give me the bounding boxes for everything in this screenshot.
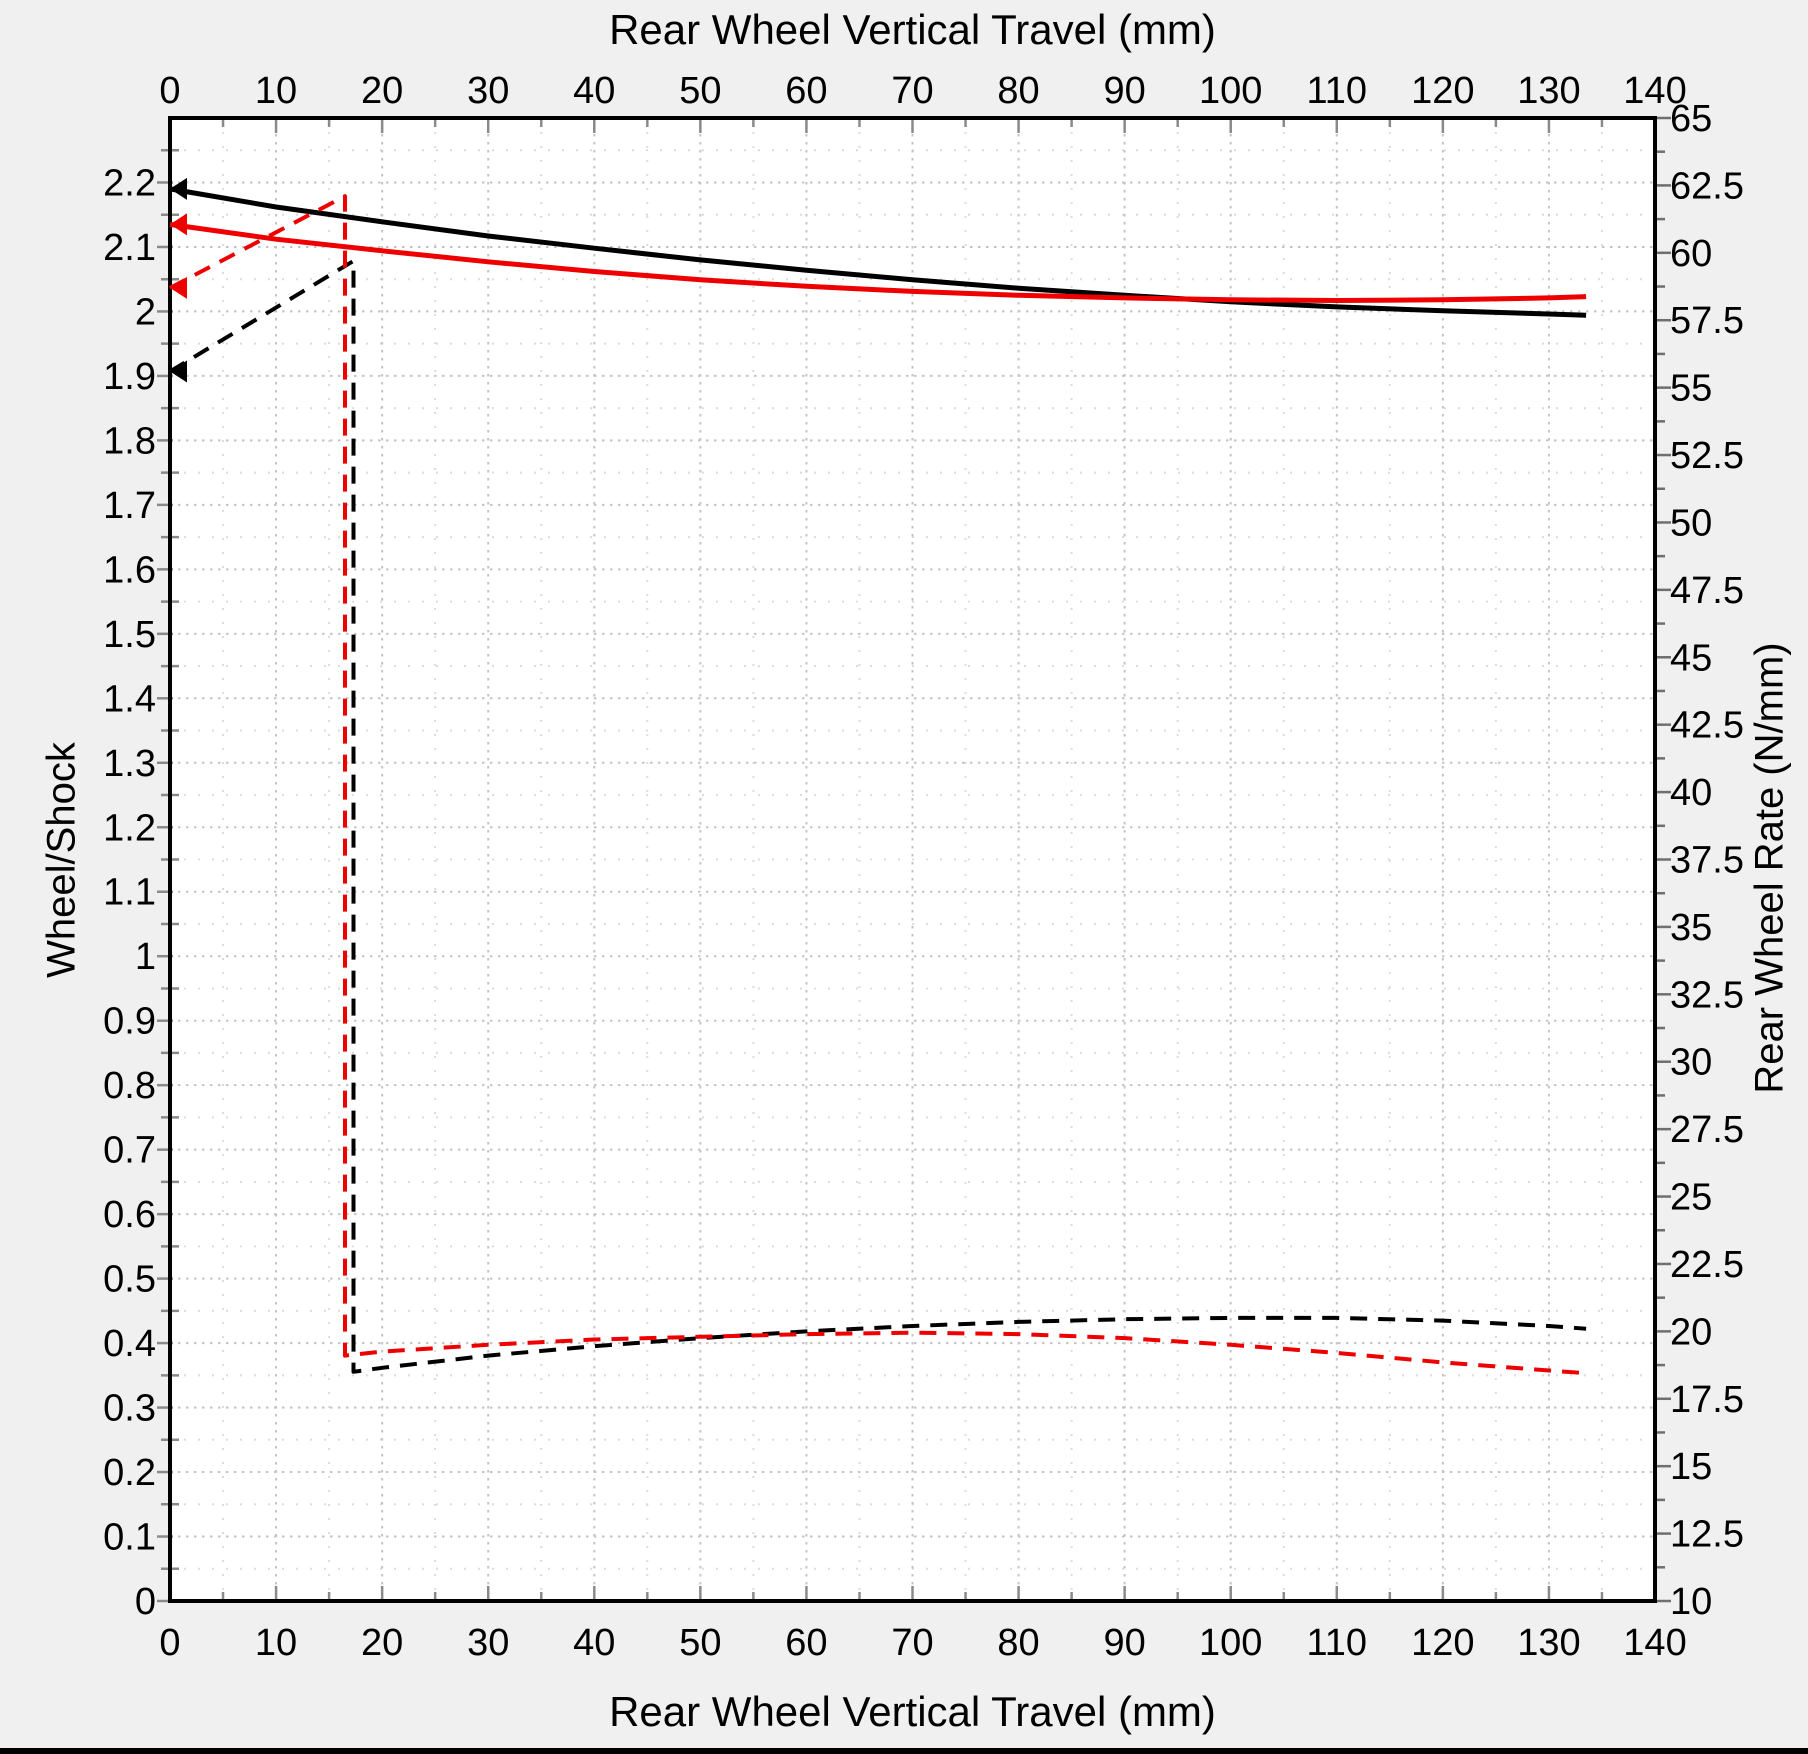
series-wheel-rate-black-dashed — [168, 258, 1587, 1374]
left-axis-tick-label: 1 — [135, 936, 156, 978]
left-axis-tick-label: 1.9 — [103, 356, 156, 398]
right-axis-tick-label: 32.5 — [1670, 974, 1744, 1016]
top-axis-tick-label: 40 — [573, 70, 615, 112]
top-axis-tick-label: 0 — [159, 70, 180, 112]
left-axis-tick-label: 1.2 — [103, 807, 156, 849]
left-axis-tick-label: 0.4 — [103, 1323, 156, 1365]
bottom-axis-tick-label: 30 — [467, 1622, 509, 1664]
top-axis-tick-label: 10 — [255, 70, 297, 112]
bottom-axis-tick-label: 0 — [159, 1622, 180, 1664]
left-axis-tick-label: 0.1 — [103, 1517, 156, 1559]
top-axis-tick-label: 90 — [1104, 70, 1146, 112]
bottom-axis-tick-label: 10 — [255, 1622, 297, 1664]
axis-border — [168, 116, 1657, 1603]
right-axis-tick-label: 52.5 — [1670, 435, 1744, 477]
left-axis-tick-label: 0.7 — [103, 1130, 156, 1172]
right-axis-tick-label: 15 — [1670, 1446, 1712, 1488]
left-axis-tick-label: 0.9 — [103, 1001, 156, 1043]
bottom-axis-tick-label: 50 — [679, 1622, 721, 1664]
right-axis-tick-label: 30 — [1670, 1042, 1712, 1084]
left-axis-tick-label: 0.8 — [103, 1065, 156, 1107]
right-axis-tick-label: 22.5 — [1670, 1244, 1744, 1286]
right-axis-tick-label: 12.5 — [1670, 1514, 1744, 1556]
right-axis-tick-label: 10 — [1670, 1581, 1712, 1623]
left-axis-tick-label: 2.2 — [103, 162, 156, 204]
left-axis-tick-label: 1.5 — [103, 614, 156, 656]
series-start-marker-wheel-rate-red-dashed — [170, 276, 187, 299]
right-axis-tick-label: 45 — [1670, 637, 1712, 679]
top-axis-tick-label: 100 — [1199, 70, 1262, 112]
top-axis-tick-label: 130 — [1517, 70, 1580, 112]
right-axis-tick-label: 55 — [1670, 368, 1712, 410]
bottom-axis-title: Rear Wheel Vertical Travel (mm) — [609, 1688, 1216, 1735]
right-axis-tick-label: 27.5 — [1670, 1109, 1744, 1151]
right-axis-tick-label: 65 — [1670, 98, 1712, 140]
right-axis-tick-label: 57.5 — [1670, 300, 1744, 342]
left-axis-tick-label: 0.3 — [103, 1388, 156, 1430]
bottom-axis-tick-label: 20 — [361, 1622, 403, 1664]
left-axis-tick-label: 1.3 — [103, 743, 156, 785]
series-wheel-rate-red-dashed — [169, 194, 1587, 1376]
left-axis-tick-label: 1.4 — [103, 678, 156, 720]
left-axis-tick-label: 1.1 — [103, 872, 156, 914]
right-axis-tick-label: 60 — [1670, 233, 1712, 275]
right-axis-tick-label: 37.5 — [1670, 840, 1744, 882]
right-axis-tick-label: 50 — [1670, 502, 1712, 544]
bottom-axis-tick-label: 80 — [997, 1622, 1039, 1664]
left-axis-tick-label: 0.6 — [103, 1194, 156, 1236]
bottom-axis-tick-label: 140 — [1623, 1622, 1686, 1664]
left-axis-tick-label: 0.5 — [103, 1259, 156, 1301]
left-axis-tick-label: 0 — [135, 1581, 156, 1623]
right-axis-tick-label: 40 — [1670, 772, 1712, 814]
right-axis-tick-label: 25 — [1670, 1177, 1712, 1219]
right-axis-tick-label: 35 — [1670, 907, 1712, 949]
left-axis-tick-label: 2 — [135, 291, 156, 333]
bottom-axis-tick-label: 130 — [1517, 1622, 1580, 1664]
right-axis-tick-label: 20 — [1670, 1311, 1712, 1353]
right-axis-tick-label: 17.5 — [1670, 1379, 1744, 1421]
bottom-axis-tick-label: 70 — [891, 1622, 933, 1664]
left-axis-tick-label: 1.8 — [103, 420, 156, 462]
bottom-axis-tick-label: 40 — [573, 1622, 615, 1664]
top-axis-tick-label: 60 — [785, 70, 827, 112]
top-axis-tick-label: 110 — [1306, 70, 1367, 112]
series-leverage-ratio-red-solid — [169, 221, 1587, 303]
series-start-marker-wheel-rate-black-dashed — [170, 360, 187, 383]
window-bottom-edge-bar — [0, 1748, 1808, 1754]
left-axis-tick-label: 1.7 — [103, 485, 156, 527]
bottom-axis-tick-label: 110 — [1306, 1622, 1367, 1664]
bottom-axis-tick-label: 120 — [1411, 1622, 1474, 1664]
series-start-marker-leverage-ratio-red-solid — [170, 213, 187, 236]
top-axis-tick-label: 30 — [467, 70, 509, 112]
left-axis-tick-label: 2.1 — [103, 227, 156, 269]
right-axis-tick-label: 62.5 — [1670, 165, 1744, 207]
left-axis-tick-label: 1.6 — [103, 549, 156, 591]
right-axis-tick-label: 47.5 — [1670, 570, 1744, 612]
top-axis-tick-label: 20 — [361, 70, 403, 112]
top-axis-tick-label: 140 — [1623, 70, 1686, 112]
right-axis-title: Rear Wheel Rate (N/mm) — [1747, 642, 1792, 1094]
top-axis-tick-label: 70 — [891, 70, 933, 112]
right-axis-tick-label: 42.5 — [1670, 705, 1744, 747]
left-axis-title: Wheel/Shock — [39, 742, 84, 978]
top-axis-tick-label: 120 — [1411, 70, 1474, 112]
series-start-marker-leverage-ratio-black-solid — [170, 177, 187, 200]
bottom-axis-tick-label: 100 — [1199, 1622, 1262, 1664]
top-axis-title: Rear Wheel Vertical Travel (mm) — [609, 6, 1216, 53]
left-axis-tick-label: 0.2 — [103, 1452, 156, 1494]
top-axis-tick-label: 80 — [997, 70, 1039, 112]
top-axis-tick-label: 50 — [679, 70, 721, 112]
series-leverage-ratio-black-solid — [169, 186, 1587, 318]
bottom-axis-tick-label: 60 — [785, 1622, 827, 1664]
bottom-axis-tick-label: 90 — [1104, 1622, 1146, 1664]
